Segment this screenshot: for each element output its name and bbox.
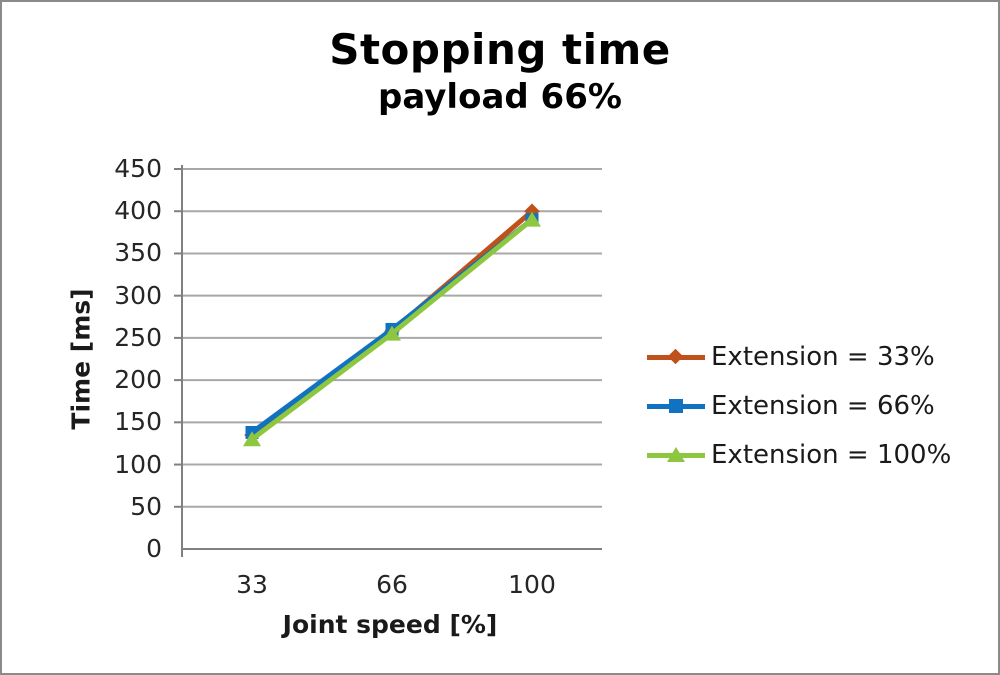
x-tick-label: 100 — [508, 570, 556, 599]
data-point-triangle — [383, 325, 401, 341]
legend-label: Extension = 66% — [711, 391, 935, 421]
y-tick-label: 0 — [146, 534, 162, 563]
plot-area — [174, 165, 602, 557]
y-tick-label: 450 — [114, 154, 162, 183]
y-tick-label: 250 — [114, 323, 162, 352]
y-tick-label: 400 — [114, 196, 162, 225]
legend-item: Extension = 33% — [647, 340, 951, 374]
y-tick-label: 200 — [114, 365, 162, 394]
chart-title: Stopping time — [329, 25, 671, 74]
data-point-triangle — [523, 211, 541, 227]
y-tick-label: 150 — [114, 407, 162, 436]
legend-line-triangle-icon — [647, 444, 705, 466]
x-axis-title: Joint speed [%] — [282, 610, 498, 639]
y-tick-label: 350 — [114, 238, 162, 267]
x-tick-label: 33 — [236, 570, 268, 599]
legend-item: Extension = 100% — [647, 438, 951, 472]
legend-item: Extension = 66% — [647, 389, 951, 423]
legend: Extension = 33% Extension = 66% Extensio… — [647, 340, 951, 487]
y-tick-label: 100 — [114, 450, 162, 479]
y-tick-label: 50 — [130, 492, 162, 521]
legend-line-square-icon — [647, 395, 705, 417]
chart-title-block: Stopping time payload 66% — [2, 24, 998, 118]
chart-subtitle: payload 66% — [378, 77, 622, 117]
legend-line-diamond-icon — [647, 346, 705, 368]
x-tick-label: 66 — [376, 570, 408, 599]
legend-label: Extension = 33% — [711, 342, 935, 372]
data-point-triangle — [243, 431, 261, 447]
legend-label: Extension = 100% — [711, 440, 952, 470]
y-tick-label: 300 — [114, 281, 162, 310]
